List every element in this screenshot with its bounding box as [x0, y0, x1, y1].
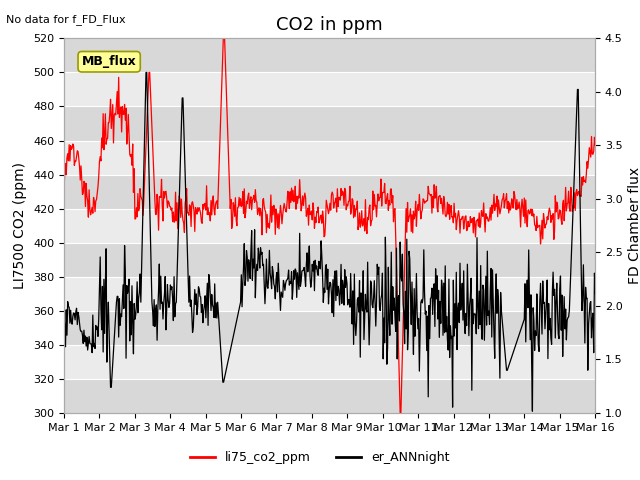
- Bar: [64, 379, 595, 413]
- Bar: [64, 107, 595, 141]
- Bar: [64, 38, 595, 72]
- Y-axis label: FD Chamber flux: FD Chamber flux: [628, 167, 640, 284]
- Bar: [64, 175, 595, 209]
- Text: MB_flux: MB_flux: [82, 55, 136, 68]
- Bar: [64, 242, 595, 276]
- Title: CO2 in ppm: CO2 in ppm: [276, 16, 383, 34]
- Y-axis label: LI7500 CO2 (ppm): LI7500 CO2 (ppm): [13, 162, 28, 289]
- Legend: li75_co2_ppm, er_ANNnight: li75_co2_ppm, er_ANNnight: [186, 446, 454, 469]
- Text: No data for f_FD_Flux: No data for f_FD_Flux: [6, 14, 126, 25]
- Bar: [64, 311, 595, 345]
